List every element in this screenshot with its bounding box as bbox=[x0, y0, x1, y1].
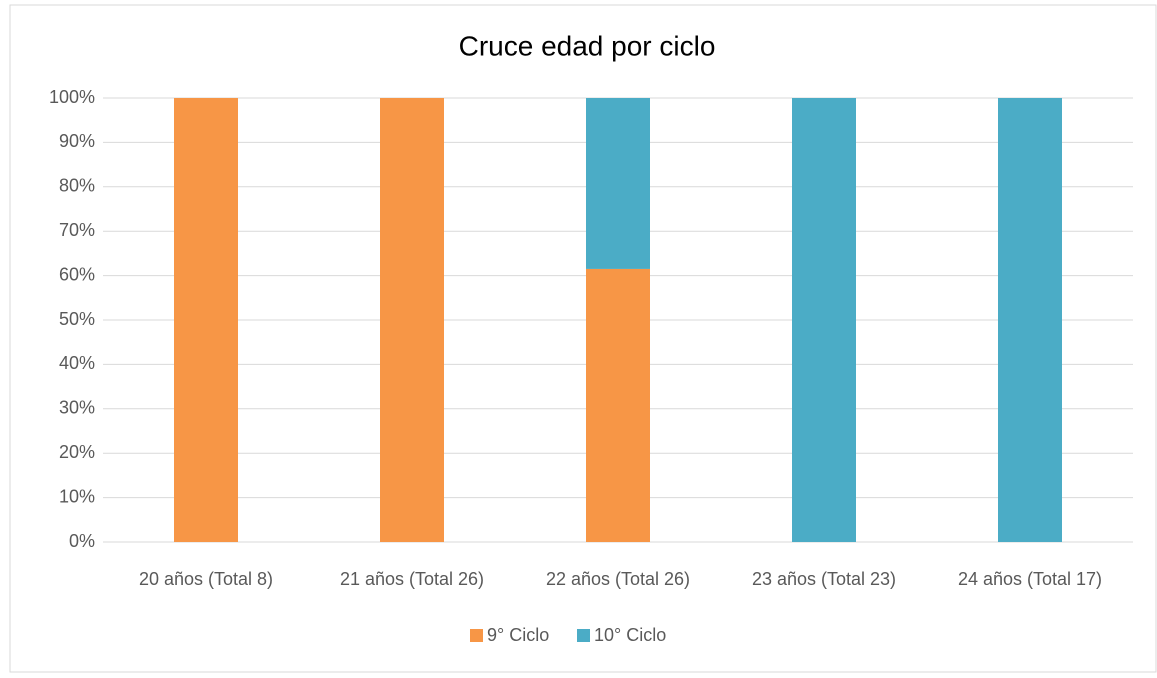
y-tick-label: 90% bbox=[59, 131, 95, 151]
x-tick-label: 24 años (Total 17) bbox=[958, 569, 1102, 589]
legend-label: 10° Ciclo bbox=[594, 625, 666, 645]
bar-segment bbox=[380, 98, 444, 542]
legend-swatch bbox=[470, 629, 483, 642]
y-tick-label: 100% bbox=[49, 87, 95, 107]
x-tick-label: 20 años (Total 8) bbox=[139, 569, 273, 589]
y-tick-label: 60% bbox=[59, 264, 95, 284]
bar-segment bbox=[586, 98, 650, 269]
y-tick-label: 0% bbox=[69, 531, 95, 551]
y-tick-label: 30% bbox=[59, 398, 95, 418]
bar-segment bbox=[174, 98, 238, 542]
chart-title: Cruce edad por ciclo bbox=[459, 30, 716, 61]
legend-label: 9° Ciclo bbox=[487, 625, 549, 645]
bar-segment bbox=[792, 98, 856, 542]
x-tick-label: 21 años (Total 26) bbox=[340, 569, 484, 589]
bar-segment bbox=[586, 268, 650, 542]
x-tick-label: 22 años (Total 26) bbox=[546, 569, 690, 589]
y-tick-label: 70% bbox=[59, 220, 95, 240]
y-tick-label: 20% bbox=[59, 442, 95, 462]
y-tick-label: 50% bbox=[59, 309, 95, 329]
legend-swatch bbox=[577, 629, 590, 642]
y-tick-label: 80% bbox=[59, 176, 95, 196]
bar-segment bbox=[998, 98, 1062, 542]
x-tick-label: 23 años (Total 23) bbox=[752, 569, 896, 589]
y-tick-label: 10% bbox=[59, 486, 95, 506]
y-tick-label: 40% bbox=[59, 353, 95, 373]
